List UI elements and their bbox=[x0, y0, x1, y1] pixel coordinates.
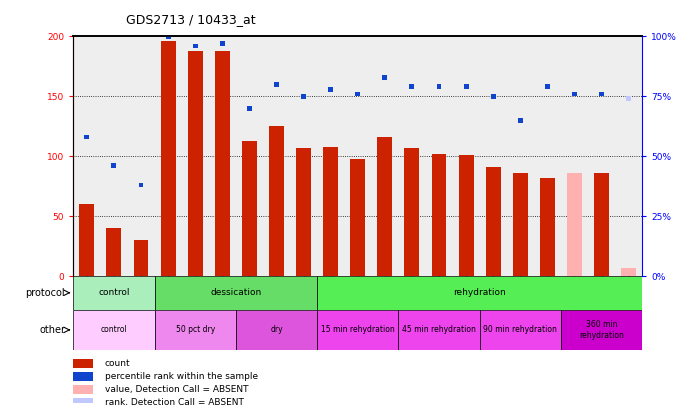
Text: count: count bbox=[105, 359, 131, 368]
Bar bbox=[139, 183, 144, 188]
Bar bbox=[317, 276, 642, 309]
Bar bbox=[154, 309, 236, 350]
Bar bbox=[73, 276, 154, 309]
Bar bbox=[236, 309, 317, 350]
Bar bbox=[621, 268, 636, 276]
Bar bbox=[161, 41, 176, 276]
Text: 360 min
rehydration: 360 min rehydration bbox=[579, 320, 624, 340]
Bar bbox=[112, 163, 117, 168]
Bar bbox=[431, 154, 447, 276]
Text: 50 pct dry: 50 pct dry bbox=[176, 325, 215, 335]
Bar bbox=[107, 228, 121, 276]
Bar bbox=[410, 84, 415, 89]
Text: 15 min rehydration: 15 min rehydration bbox=[321, 325, 394, 335]
Bar bbox=[378, 137, 392, 276]
Bar bbox=[73, 385, 94, 394]
Bar bbox=[572, 92, 577, 96]
Bar bbox=[383, 75, 387, 79]
Bar bbox=[73, 372, 94, 381]
Text: control: control bbox=[101, 325, 127, 335]
Text: control: control bbox=[98, 288, 130, 297]
Bar bbox=[133, 240, 149, 276]
Bar bbox=[84, 135, 89, 139]
Bar bbox=[513, 173, 528, 276]
Bar bbox=[215, 51, 230, 276]
Bar bbox=[599, 92, 604, 96]
Bar bbox=[274, 82, 279, 87]
Bar bbox=[323, 147, 338, 276]
Text: other: other bbox=[39, 325, 65, 335]
Text: percentile rank within the sample: percentile rank within the sample bbox=[105, 372, 258, 381]
Bar bbox=[355, 92, 360, 96]
Bar bbox=[399, 309, 480, 350]
Text: dry: dry bbox=[270, 325, 283, 335]
Bar bbox=[247, 106, 252, 111]
Bar bbox=[436, 84, 441, 89]
Bar bbox=[540, 178, 555, 276]
Bar bbox=[567, 173, 582, 276]
Bar bbox=[165, 34, 170, 39]
Bar bbox=[242, 141, 257, 276]
Bar bbox=[518, 118, 523, 123]
Bar bbox=[328, 87, 333, 92]
Bar bbox=[480, 309, 561, 350]
Bar bbox=[561, 309, 642, 350]
Text: rehydration: rehydration bbox=[453, 288, 506, 297]
Text: 90 min rehydration: 90 min rehydration bbox=[483, 325, 557, 335]
Bar bbox=[73, 309, 154, 350]
Bar bbox=[491, 94, 496, 99]
Bar bbox=[350, 159, 365, 276]
Text: GDS2713 / 10433_at: GDS2713 / 10433_at bbox=[126, 13, 255, 26]
Bar bbox=[296, 148, 311, 276]
Text: dessication: dessication bbox=[210, 288, 262, 297]
Bar bbox=[463, 84, 468, 89]
Bar bbox=[459, 155, 473, 276]
Bar bbox=[301, 94, 306, 99]
Bar bbox=[404, 148, 419, 276]
Text: rank, Detection Call = ABSENT: rank, Detection Call = ABSENT bbox=[105, 399, 244, 405]
Bar bbox=[154, 276, 317, 309]
Bar bbox=[73, 359, 94, 368]
Bar bbox=[594, 173, 609, 276]
Text: protocol: protocol bbox=[26, 288, 65, 298]
Bar bbox=[193, 44, 198, 49]
Bar bbox=[80, 204, 94, 276]
Bar bbox=[188, 51, 202, 276]
Bar bbox=[317, 309, 399, 350]
Bar bbox=[486, 167, 500, 276]
Bar bbox=[626, 96, 631, 101]
Bar bbox=[269, 126, 284, 276]
Text: value, Detection Call = ABSENT: value, Detection Call = ABSENT bbox=[105, 385, 248, 394]
Bar bbox=[73, 399, 94, 405]
Bar bbox=[545, 84, 550, 89]
Bar bbox=[220, 41, 225, 46]
Text: 45 min rehydration: 45 min rehydration bbox=[402, 325, 476, 335]
